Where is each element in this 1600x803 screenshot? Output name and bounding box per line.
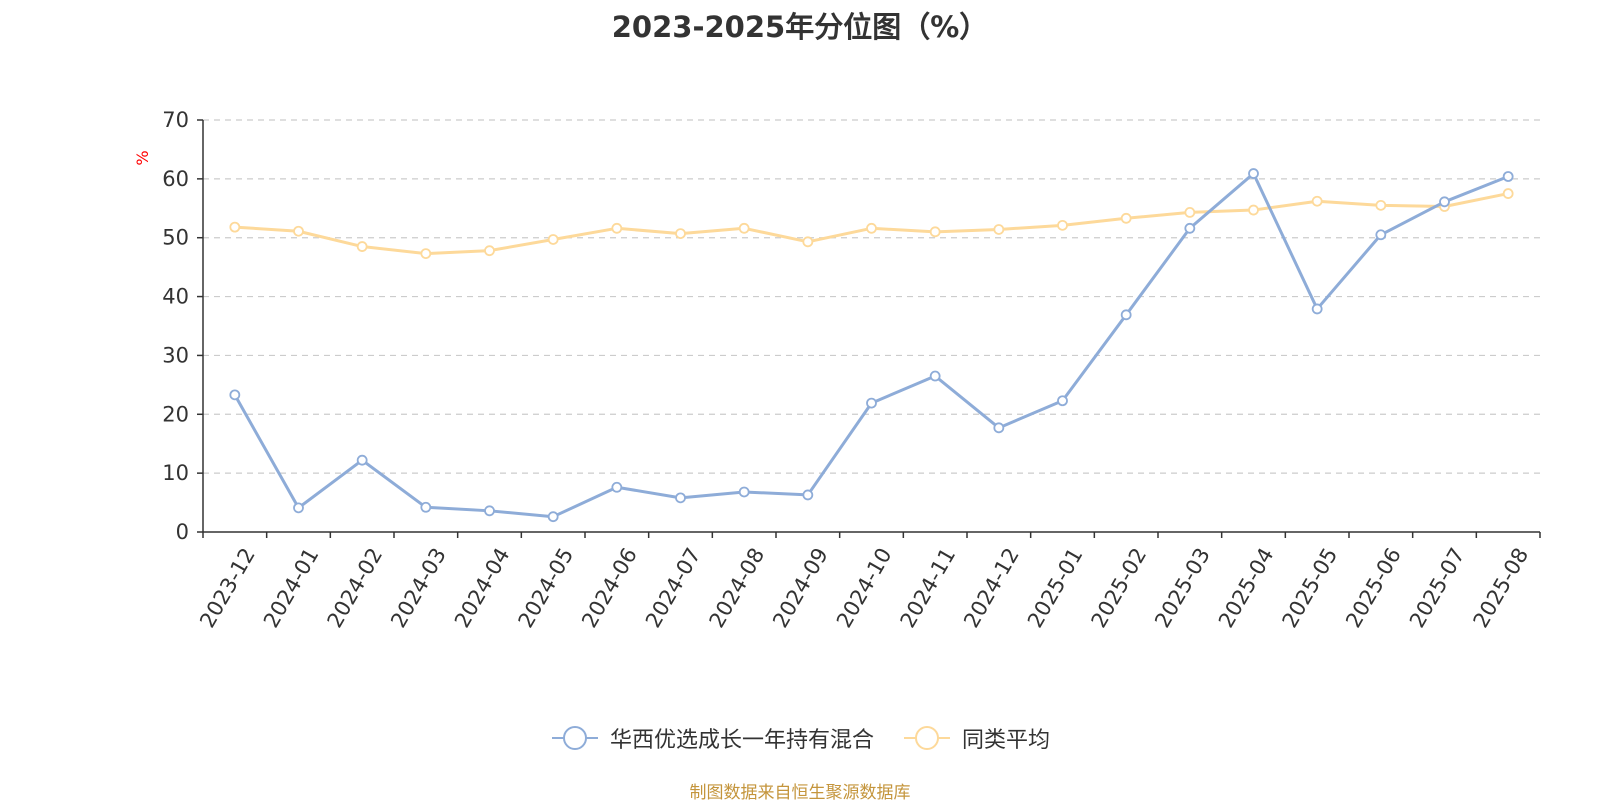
data-point bbox=[229, 389, 241, 401]
x-tick-label: 2024-09 bbox=[768, 544, 833, 632]
x-tick-label: 2025-03 bbox=[1150, 544, 1215, 632]
y-tick-label: 70 bbox=[162, 108, 189, 132]
grid-lines bbox=[203, 119, 1540, 474]
x-tick-label: 2024-07 bbox=[641, 544, 706, 632]
x-tick-label: 2024-02 bbox=[323, 544, 388, 632]
data-point bbox=[802, 489, 814, 501]
data-point bbox=[1375, 229, 1387, 241]
x-tick-label: 2024-03 bbox=[386, 544, 451, 632]
y-tick-label: 50 bbox=[162, 226, 189, 250]
data-point bbox=[1184, 207, 1196, 218]
data-point bbox=[738, 222, 750, 234]
data-point bbox=[420, 501, 432, 513]
y-tick-label: 10 bbox=[162, 461, 189, 485]
data-point bbox=[1502, 188, 1514, 199]
data-point bbox=[929, 226, 941, 238]
x-tick-label: 2024-08 bbox=[705, 544, 770, 632]
chart-title: 2023-2025年分位图（%） bbox=[611, 10, 989, 44]
data-point bbox=[1120, 309, 1132, 321]
data-point bbox=[1248, 204, 1259, 216]
data-point bbox=[993, 422, 1005, 434]
legend-swatch-average bbox=[904, 726, 950, 750]
x-tick-label: 2024-05 bbox=[514, 544, 579, 632]
data-point bbox=[1502, 171, 1514, 182]
data-point bbox=[484, 505, 495, 517]
data-point bbox=[293, 502, 304, 514]
legend: 华西优选成长一年持有混合 同类平均 bbox=[0, 720, 1600, 756]
data-point bbox=[1248, 168, 1259, 179]
legend-swatch-fund bbox=[551, 726, 598, 750]
x-tick-label: 2024-01 bbox=[259, 544, 324, 632]
x-tick-label: 2024-10 bbox=[832, 544, 897, 632]
x-tick-label: 2024-11 bbox=[896, 544, 961, 632]
data-point bbox=[738, 486, 750, 498]
y-tick-label: 30 bbox=[162, 343, 189, 367]
x-tick-label: 2024-12 bbox=[959, 544, 1024, 632]
x-tick-label: 2025-04 bbox=[1214, 544, 1279, 632]
data-point bbox=[356, 454, 368, 466]
data-point bbox=[293, 225, 304, 237]
data-point bbox=[802, 236, 814, 248]
data-point bbox=[1057, 395, 1068, 407]
data-point bbox=[1311, 195, 1323, 207]
x-tick-label: 2024-06 bbox=[577, 544, 642, 632]
x-tick-label: 2025-06 bbox=[1341, 544, 1406, 632]
data-point bbox=[866, 222, 877, 234]
y-tick-label: 60 bbox=[162, 167, 189, 191]
data-point bbox=[866, 397, 877, 409]
legend-item-average[interactable]: 同类平均 bbox=[902, 722, 1050, 754]
legend-label-average: 同类平均 bbox=[962, 728, 1051, 753]
data-point bbox=[1120, 212, 1132, 224]
y-tick-label: 0 bbox=[176, 520, 189, 544]
data-point bbox=[675, 492, 686, 504]
data-point bbox=[1184, 222, 1196, 234]
data-point bbox=[1375, 199, 1387, 211]
y-axis-label: % bbox=[133, 150, 152, 165]
data-point bbox=[611, 222, 623, 234]
x-tick-label: 2025-07 bbox=[1405, 544, 1470, 632]
data-point bbox=[1311, 303, 1323, 315]
legend-item-fund[interactable]: 华西优选成长一年持有混合 bbox=[550, 722, 874, 754]
y-tick-label: 20 bbox=[162, 402, 189, 426]
x-tick-label: 2025-08 bbox=[1469, 544, 1534, 632]
data-point bbox=[1057, 219, 1068, 231]
y-tick-label: 40 bbox=[162, 285, 189, 309]
data-point bbox=[547, 511, 559, 523]
legend-label-fund: 华西优选成长一年持有混合 bbox=[609, 728, 874, 753]
source-note: 制图数据来自恒生聚源数据库 bbox=[689, 783, 911, 803]
data-point bbox=[547, 234, 559, 245]
data-point bbox=[993, 224, 1005, 235]
data-point bbox=[1439, 196, 1450, 208]
data-point bbox=[229, 221, 241, 233]
x-tick-label: 2023-12 bbox=[195, 544, 260, 632]
x-tick-label: 2025-02 bbox=[1087, 544, 1152, 632]
data-point bbox=[929, 370, 941, 382]
data-point bbox=[356, 241, 368, 252]
x-tick-label: 2025-01 bbox=[1023, 544, 1088, 632]
data-point bbox=[611, 481, 623, 493]
x-tick-label: 2024-04 bbox=[450, 544, 515, 632]
series-lines bbox=[229, 168, 1514, 523]
data-point bbox=[675, 228, 686, 239]
data-point bbox=[484, 245, 495, 257]
x-tick-label: 2025-05 bbox=[1278, 544, 1343, 632]
data-point bbox=[420, 248, 432, 260]
